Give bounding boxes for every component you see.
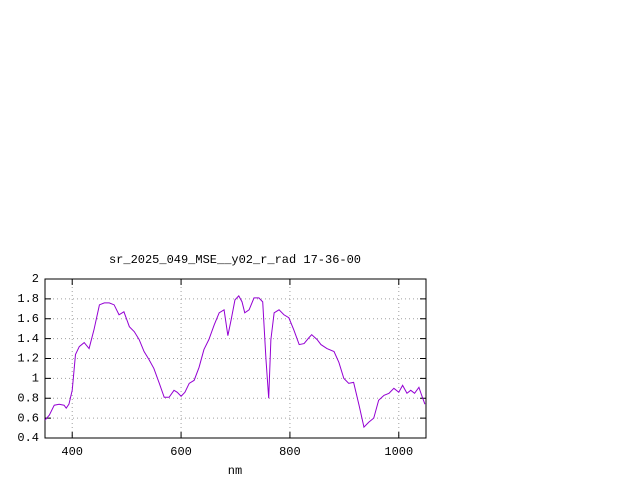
y-tick-label: 0.6 <box>17 411 39 425</box>
y-tick-label: 1.4 <box>17 332 39 346</box>
y-tick-label: 2 <box>32 272 39 286</box>
data-line <box>44 295 426 429</box>
chart-title: sr_2025_049_MSE__y02_r_rad 17-36-00 <box>109 253 361 267</box>
x-tick-label: 600 <box>170 445 192 459</box>
y-tick-label: 0.4 <box>17 431 39 445</box>
plot-border <box>44 278 427 439</box>
x-tick-label: 800 <box>279 445 301 459</box>
x-tick-label: 1000 <box>384 445 413 459</box>
x-tick-label: 400 <box>61 445 83 459</box>
y-tick-label: 1.8 <box>17 292 39 306</box>
y-tick-label: 1.2 <box>17 352 39 366</box>
y-tick-label: 0.8 <box>17 391 39 405</box>
y-tick-label: 1.6 <box>17 312 39 326</box>
x-axis-label: nm <box>228 464 242 478</box>
y-tick-label: 1 <box>32 372 39 386</box>
